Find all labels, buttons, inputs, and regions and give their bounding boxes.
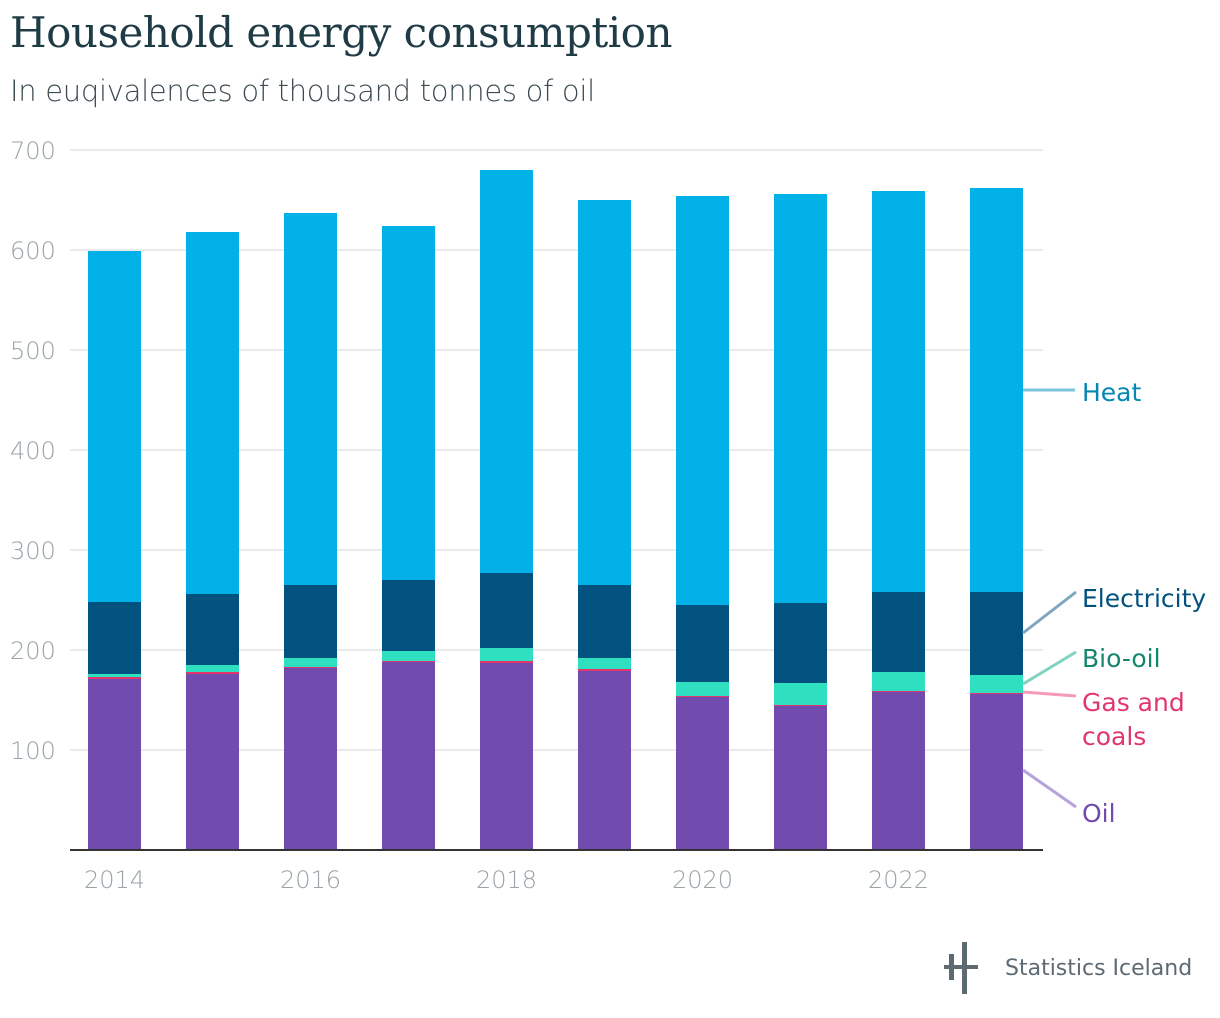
bar-segment-electricity (970, 592, 1023, 675)
bar-segment-heat (676, 196, 729, 605)
bar-segment-electricity (88, 602, 141, 674)
bar-segment-heat (480, 170, 533, 573)
legend-label-electricity: Electricity (1082, 584, 1206, 613)
legend-label-gas-and-coals: Gas and (1082, 688, 1185, 717)
bar-segment-oil (382, 662, 435, 850)
legend-leader-electricity (1022, 590, 1077, 635)
bar-segment-gas-and-coals (284, 667, 337, 668)
bar-segment-heat (382, 226, 435, 580)
x-tick-label: 2022 (868, 866, 929, 894)
bar-segment-gas-and-coals (774, 705, 827, 706)
bar-segment-electricity (872, 592, 925, 672)
legend-leader-bio-oil (1022, 650, 1077, 686)
bar-segment-oil (480, 663, 533, 850)
bar-segment-heat (774, 194, 827, 603)
bar-segment-heat (578, 200, 631, 585)
x-axis-ticks: 2014 2016 2018 2020 2022 (84, 866, 929, 894)
bar-segment-oil (578, 671, 631, 850)
legend-label-oil: Oil (1082, 799, 1116, 828)
bar-segment-oil (774, 706, 827, 850)
brand-name: Statistics Iceland (1005, 956, 1193, 981)
bar-segment-gas-and-coals (676, 696, 729, 697)
bar-segment-electricity (676, 605, 729, 682)
bar-segment-bio-oil (578, 658, 631, 669)
bar-segment-gas-and-coals (970, 693, 1023, 694)
bar-segment-heat (872, 191, 925, 592)
y-tick-label: 600 (10, 237, 56, 265)
statistics-iceland-logo: Statistics Iceland (944, 940, 1214, 996)
bar-segment-bio-oil (774, 683, 827, 705)
bar-segment-gas-and-coals (480, 661, 533, 663)
bar-segment-heat (88, 251, 141, 602)
bar-segment-oil (88, 679, 141, 850)
bar-segment-oil (872, 692, 925, 850)
legend: Oil Gas and coals Bio-oil Electricity Heat (1022, 378, 1206, 828)
bar-segment-electricity (578, 585, 631, 658)
bar-segment-bio-oil (88, 674, 141, 677)
bar-segment-bio-oil (676, 682, 729, 696)
bar-segment-gas-and-coals (186, 672, 239, 674)
bar-segment-gas-and-coals (872, 691, 925, 692)
bar-segment-electricity (186, 594, 239, 665)
legend-label-bio-oil: Bio-oil (1082, 644, 1161, 673)
bar-segment-electricity (284, 585, 337, 658)
y-tick-label: 400 (10, 437, 56, 465)
statistics-iceland-logo-icon (944, 942, 978, 994)
bar-segment-electricity (774, 603, 827, 683)
bar-segment-oil (284, 668, 337, 850)
legend-leader-oil (1022, 768, 1077, 809)
bar-segment-oil (186, 674, 239, 850)
x-tick-label: 2014 (84, 866, 145, 894)
x-tick-label: 2020 (672, 866, 733, 894)
y-tick-label: 500 (10, 337, 56, 365)
legend-label-heat: Heat (1082, 378, 1141, 407)
bar-segment-electricity (382, 580, 435, 651)
bar-segment-heat (284, 213, 337, 585)
bar-segment-electricity (480, 573, 533, 648)
bars (88, 170, 1023, 850)
chart-subtitle: In euqivalences of thousand tonnes of oi… (10, 74, 595, 108)
bar-segment-heat (970, 188, 1023, 592)
x-tick-label: 2016 (280, 866, 341, 894)
bar-segment-gas-and-coals (88, 677, 141, 679)
bar-segment-oil (676, 697, 729, 850)
bar-segment-bio-oil (480, 648, 533, 661)
bar-segment-bio-oil (284, 658, 337, 667)
y-tick-label: 700 (10, 137, 56, 165)
y-tick-label: 100 (10, 737, 56, 765)
bar-segment-bio-oil (872, 672, 925, 691)
y-tick-label: 300 (10, 537, 56, 565)
x-tick-label: 2018 (476, 866, 537, 894)
bar-segment-bio-oil (186, 665, 239, 672)
bar-segment-oil (970, 694, 1023, 850)
bar-segment-bio-oil (970, 675, 1023, 693)
bar-segment-gas-and-coals (382, 661, 435, 662)
bar-segment-gas-and-coals (578, 669, 631, 671)
bar-segment-bio-oil (382, 651, 435, 661)
legend-leader-gas-and-coals (1022, 690, 1077, 698)
y-tick-label: 200 (10, 637, 56, 665)
bar-segment-heat (186, 232, 239, 594)
legend-label-gas-and-coals: coals (1082, 722, 1146, 751)
chart-title: Household energy consumption (10, 8, 673, 57)
y-axis-ticks: 100 200 300 400 500 600 700 (10, 137, 56, 765)
